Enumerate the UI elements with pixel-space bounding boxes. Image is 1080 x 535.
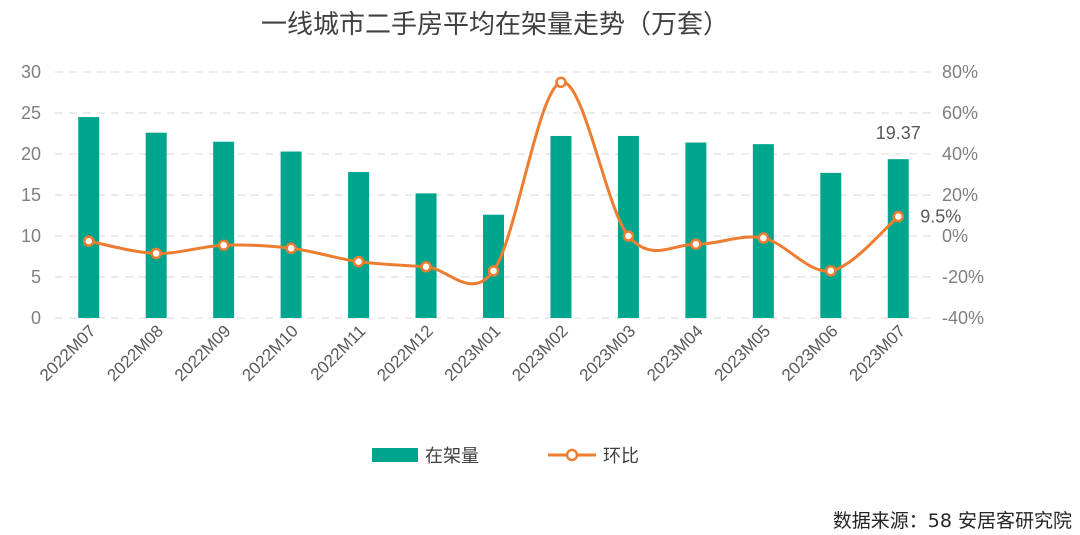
bar bbox=[280, 151, 302, 318]
bar bbox=[145, 132, 167, 318]
x-tick-label: 2023M05 bbox=[711, 321, 775, 385]
x-tick-label: 2023M06 bbox=[778, 321, 842, 385]
bar bbox=[348, 172, 370, 318]
chart-title: 一线城市二手房平均在架量走势（万套） bbox=[261, 10, 729, 40]
bar bbox=[887, 159, 909, 318]
legend: 在架量 环比 bbox=[372, 446, 639, 467]
x-tick-label: 2023M04 bbox=[643, 321, 707, 385]
line-point bbox=[82, 235, 95, 247]
x-axis: 2022M07 2022M08 2022M09 2022M10 2022M11 2022M… bbox=[36, 321, 909, 385]
x-tick-label: 2022M10 bbox=[238, 321, 302, 385]
x-tick-label: 2022M08 bbox=[103, 321, 167, 385]
x-tick-label: 2023M01 bbox=[441, 321, 505, 385]
bar bbox=[78, 117, 100, 318]
y-left-tick-label: 5 bbox=[31, 267, 41, 287]
x-tick-label: 2023M02 bbox=[508, 321, 572, 385]
y-right-tick-label: 40% bbox=[942, 144, 978, 164]
line-point bbox=[150, 247, 162, 260]
y-left-tick-label: 10 bbox=[21, 226, 41, 246]
x-tick-label: 2022M07 bbox=[36, 321, 100, 385]
line-series bbox=[82, 76, 905, 286]
source-note: 数据来源：58 安居客研究院 bbox=[833, 510, 1072, 532]
y-left-tick-label: 30 bbox=[21, 62, 41, 82]
x-tick-label: 2023M07 bbox=[846, 321, 910, 385]
legend-swatch-bar bbox=[372, 448, 418, 462]
y-right-tick-label: -40% bbox=[942, 308, 984, 328]
line-point bbox=[217, 239, 230, 251]
bar-data-label: 19.37 bbox=[876, 123, 921, 143]
y-left-tick-label: 15 bbox=[21, 185, 41, 205]
legend-label-line: 环比 bbox=[603, 446, 639, 467]
bar bbox=[415, 193, 437, 318]
line-point bbox=[757, 232, 770, 244]
line-point bbox=[352, 255, 365, 268]
y-right-tick-label: 80% bbox=[942, 62, 978, 82]
line-point bbox=[892, 210, 905, 223]
line-point bbox=[487, 265, 500, 277]
y-right-tick-label: 60% bbox=[942, 103, 978, 123]
x-tick-label: 2023M03 bbox=[576, 321, 640, 385]
bar bbox=[752, 144, 774, 318]
x-tick-label: 2022M09 bbox=[171, 321, 235, 385]
legend-label-bar: 在架量 bbox=[425, 446, 479, 467]
bar bbox=[550, 135, 572, 318]
y-right-tick-label: 0% bbox=[942, 226, 968, 246]
bar bbox=[213, 141, 235, 318]
x-tick-label: 2022M12 bbox=[373, 321, 437, 385]
x-tick-label: 2022M11 bbox=[307, 321, 370, 384]
line-point bbox=[285, 242, 297, 255]
data-labels: 19.37 9.5% bbox=[876, 123, 962, 226]
line-point bbox=[690, 238, 702, 250]
bar bbox=[820, 172, 842, 318]
y-right-tick-label: -20% bbox=[942, 267, 984, 287]
y-left-tick-label: 20 bbox=[21, 144, 41, 164]
line-point bbox=[622, 230, 635, 242]
line-data-label: 9.5% bbox=[920, 207, 961, 227]
bar-series bbox=[78, 117, 909, 318]
legend-marker-line bbox=[565, 448, 579, 462]
bar bbox=[617, 135, 639, 318]
line-point bbox=[420, 261, 432, 273]
y-left-tick-label: 25 bbox=[21, 103, 41, 123]
y-axis-right: -40% -20% 0% 20% 40% 60% 80% bbox=[942, 62, 984, 328]
y-right-tick-label: 20% bbox=[942, 185, 978, 205]
bar bbox=[685, 142, 707, 318]
line-point bbox=[555, 76, 567, 88]
line-point bbox=[825, 265, 837, 277]
y-left-tick-label: 0 bbox=[31, 308, 41, 328]
y-axis-left: 0 5 10 15 20 25 30 bbox=[21, 62, 41, 328]
